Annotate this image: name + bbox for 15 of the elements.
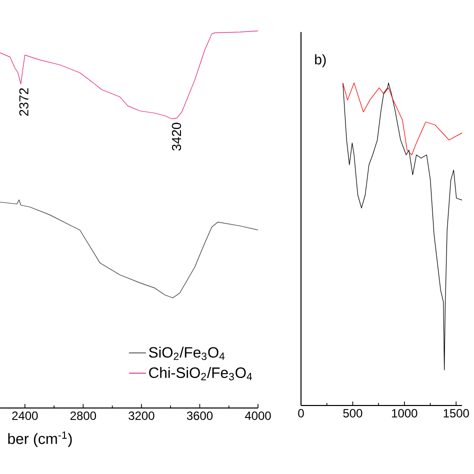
x-tick-label: 3200 xyxy=(128,412,154,420)
annotation: 2372 xyxy=(19,88,28,116)
x-tick-label: 3600 xyxy=(186,412,213,420)
x-tick-label: 500 xyxy=(343,409,362,418)
x-tick-label: 2400 xyxy=(12,412,38,420)
x-tick-label: 0 xyxy=(298,409,304,418)
legend-label: Chi-SiO$_{2}$/Fe$_{3}$O$_{4}$ xyxy=(149,367,252,380)
x-tick-label: 1000 xyxy=(392,409,418,418)
x-tick-label: 2800 xyxy=(70,412,96,420)
legend-label: SiO$_{2}$/Fe$_{3}$O$_{4}$ xyxy=(149,346,225,360)
text: b) xyxy=(315,54,326,68)
x-tick-label: 4000 xyxy=(244,412,271,420)
annotation: 3420 xyxy=(172,122,182,151)
x-tick-label: 1500 xyxy=(444,409,469,418)
x-axis-title: ber (cm$^{-1}$) xyxy=(8,432,72,448)
